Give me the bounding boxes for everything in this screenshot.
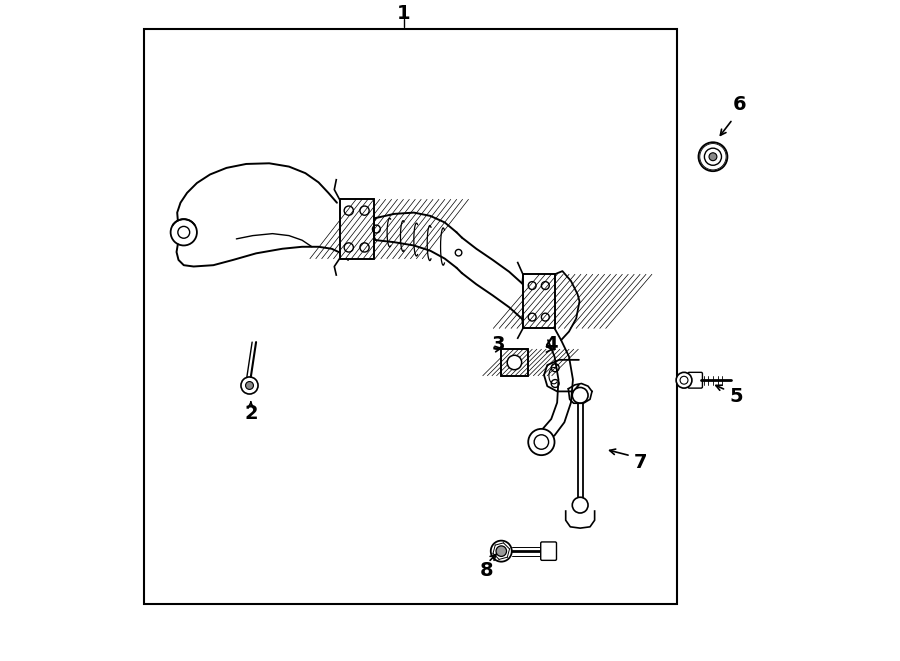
Circle shape <box>246 381 254 389</box>
Circle shape <box>178 227 190 238</box>
Text: 5: 5 <box>729 387 742 406</box>
Bar <box>339 200 374 258</box>
Circle shape <box>572 387 588 403</box>
Bar <box>501 349 527 375</box>
Circle shape <box>508 355 522 369</box>
Text: 8: 8 <box>480 561 493 580</box>
Circle shape <box>528 429 554 455</box>
Circle shape <box>572 497 588 513</box>
Bar <box>339 200 374 258</box>
Text: 1: 1 <box>397 4 410 23</box>
FancyBboxPatch shape <box>688 372 702 388</box>
Circle shape <box>709 153 717 161</box>
Circle shape <box>676 372 692 388</box>
Bar <box>144 28 677 603</box>
Text: 3: 3 <box>491 334 505 354</box>
Text: 6: 6 <box>733 95 746 114</box>
Bar <box>523 274 554 329</box>
FancyBboxPatch shape <box>541 542 556 561</box>
Bar <box>501 349 527 375</box>
Bar <box>339 200 374 258</box>
Circle shape <box>698 142 727 171</box>
Circle shape <box>705 148 722 165</box>
Circle shape <box>534 435 549 449</box>
Circle shape <box>241 377 258 394</box>
Text: 4: 4 <box>544 334 557 354</box>
Text: 2: 2 <box>244 404 257 422</box>
Circle shape <box>491 541 512 562</box>
Circle shape <box>496 546 507 557</box>
Text: 7: 7 <box>634 453 647 472</box>
Bar <box>523 274 554 329</box>
